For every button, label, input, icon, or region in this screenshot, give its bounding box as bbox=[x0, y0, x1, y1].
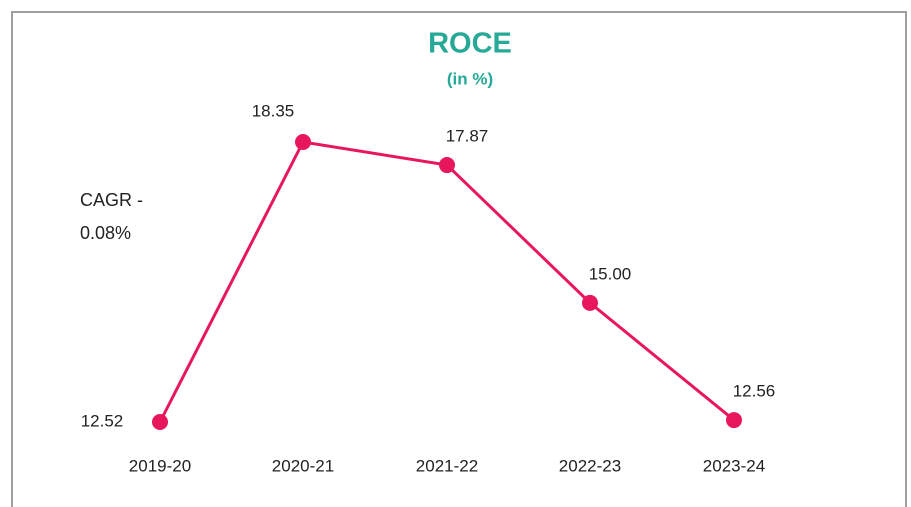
chart-subtitle: (in %) bbox=[447, 69, 493, 88]
x-tick-label: 2021-22 bbox=[416, 456, 478, 475]
data-label: 15.00 bbox=[589, 264, 632, 283]
point bbox=[295, 134, 311, 150]
frame bbox=[11, 11, 907, 507]
x-tick-label: 2020-21 bbox=[272, 456, 334, 475]
point bbox=[582, 294, 598, 311]
x-tick-label: 2019-20 bbox=[129, 456, 191, 475]
point bbox=[439, 157, 455, 174]
data-label: 12.52 bbox=[81, 411, 124, 430]
x-tick-label: 2022-23 bbox=[559, 456, 621, 475]
data-label: 17.87 bbox=[446, 127, 489, 146]
chart-title: ROCE bbox=[428, 28, 512, 60]
data-label: 18.35 bbox=[252, 101, 295, 120]
x-tick-label: 2023-24 bbox=[703, 456, 765, 475]
line bbox=[158, 140, 735, 423]
point bbox=[726, 412, 742, 429]
annotation: CAGR - 0.08% bbox=[80, 190, 143, 243]
point bbox=[152, 414, 168, 430]
data-label: 12.56 bbox=[733, 382, 776, 401]
